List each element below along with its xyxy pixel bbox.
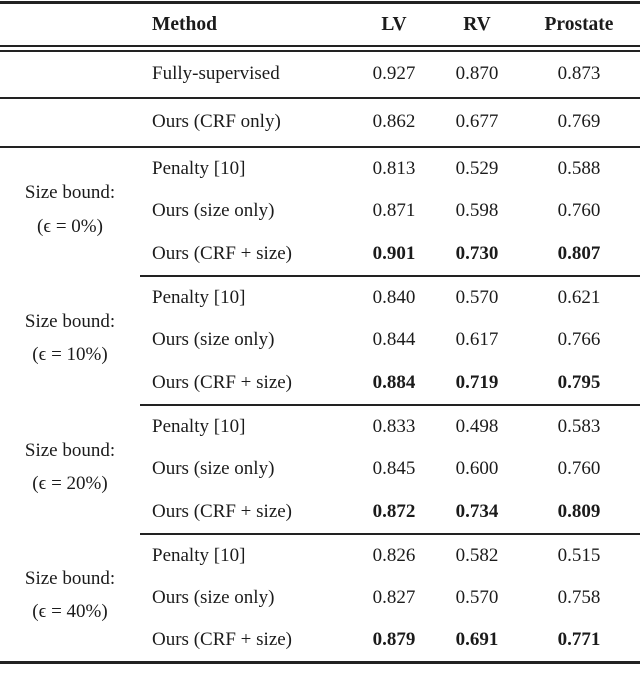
value-cell-prostate: 0.809 (518, 490, 640, 535)
table-row: Size bound: (ϵ = 20%) Penalty [10] 0.833… (0, 405, 640, 495)
value-cell-rv: 0.570 (455, 587, 499, 608)
method-cell: Fully-supervised (140, 48, 352, 99)
col-header-method: Method (140, 2, 352, 52)
method-cell: Penalty [10] (152, 544, 246, 566)
method-cell: Ours (size only) (152, 329, 275, 350)
table-row: Ours (size only) 0.827 0.570 0.758 (0, 577, 640, 620)
value-cell-prostate: 0.771 (557, 629, 601, 651)
table-row: Ours (size only) 0.871 0.598 0.760 (0, 190, 640, 233)
value-cell-lv: 0.879 (372, 629, 416, 651)
value-cell-rv: 0.730 (436, 232, 518, 277)
group-label-line2: (ϵ = 40%) (32, 601, 108, 623)
table-row-best: Ours (CRF + size) 0.884 0.719 0.795 (0, 361, 640, 406)
method-cell: Penalty [10] (152, 286, 246, 308)
method-cell: Penalty [10] (152, 415, 246, 437)
value-cell-lv: 0.844 (372, 329, 416, 350)
value-cell-prostate: 0.583 (557, 415, 601, 437)
section-size-bound-0: Size bound: (ϵ = 0%) Penalty [10] 0.813 … (0, 147, 640, 277)
group-label-line1: Size bound: (24, 182, 116, 204)
value-cell-rv: 0.734 (436, 490, 518, 535)
group-label-line2: (ϵ = 0%) (37, 215, 103, 237)
table-row-best: Ours (CRF + size) 0.901 0.730 0.807 (0, 232, 640, 277)
table-row-best: Ours (CRF + size) 0.872 0.734 0.809 (0, 490, 640, 535)
value-cell-prostate: 0.807 (518, 232, 640, 277)
value-cell-rv: 0.570 (455, 286, 499, 308)
method-cell: Ours (size only) (152, 587, 275, 608)
value-cell-rv: 0.498 (455, 415, 499, 437)
results-table: Method LV RV Prostate Fully-supervised 0… (0, 1, 640, 664)
group-label-line2: (ϵ = 20%) (32, 473, 108, 494)
group-label-line2: (ϵ = 10%) (32, 344, 108, 365)
value-cell-lv: 0.901 (352, 232, 436, 277)
header-row: Method LV RV Prostate (0, 2, 640, 52)
value-cell-rv: 0.617 (455, 329, 499, 350)
group-label-line1: Size bound: (24, 568, 116, 589)
method-cell: Ours (CRF + size) (140, 490, 352, 535)
value-cell-prostate: 0.795 (518, 361, 640, 406)
value-cell-lv: 0.826 (372, 544, 416, 566)
section-fully-supervised: Fully-supervised 0.927 0.870 0.873 (0, 48, 640, 99)
method-cell: Ours (CRF + size) (152, 629, 293, 651)
group-label: Size bound: (ϵ = 20%) (0, 405, 140, 534)
table-row: Size bound: (ϵ = 10%) Penalty [10] 0.840… (0, 276, 640, 366)
group-label-empty (0, 97, 140, 148)
group-label: Size bound: (ϵ = 0%) (0, 147, 140, 276)
value-cell-prostate: 0.515 (557, 544, 601, 566)
table-row: Ours (size only) 0.845 0.600 0.760 (0, 448, 640, 491)
value-cell-prostate: 0.769 (518, 97, 640, 148)
table-row: Size bound: (ϵ = 0%) Penalty [10] 0.813 … (0, 147, 640, 237)
value-cell-lv: 0.872 (352, 490, 436, 535)
group-label-line1: Size bound: (24, 310, 116, 332)
value-cell-lv: 0.871 (372, 200, 416, 221)
value-cell-lv: 0.927 (352, 48, 436, 99)
value-cell-prostate: 0.588 (557, 157, 601, 179)
value-cell-prostate: 0.766 (557, 329, 601, 350)
value-cell-rv: 0.598 (455, 200, 499, 221)
table-row-best: Ours (CRF + size) 0.879 0.691 0.771 (0, 620, 640, 663)
value-cell-rv: 0.719 (436, 361, 518, 406)
section-crf-only: Ours (CRF only) 0.862 0.677 0.769 (0, 97, 640, 148)
table-row: Ours (CRF only) 0.862 0.677 0.769 (0, 97, 640, 148)
method-cell: Ours (CRF + size) (140, 232, 352, 277)
group-label: Size bound: (ϵ = 10%) (0, 276, 140, 405)
value-cell-lv: 0.862 (352, 97, 436, 148)
section-size-bound-10: Size bound: (ϵ = 10%) Penalty [10] 0.840… (0, 276, 640, 406)
value-cell-prostate: 0.621 (557, 286, 601, 308)
method-cell: Ours (size only) (152, 458, 275, 479)
method-cell: Ours (CRF only) (140, 97, 352, 148)
method-cell: Penalty [10] (152, 157, 246, 179)
value-cell-rv: 0.529 (455, 157, 499, 179)
value-cell-rv: 0.870 (436, 48, 518, 99)
group-label-empty (0, 48, 140, 99)
value-cell-prostate: 0.760 (557, 458, 601, 479)
section-size-bound-40: Size bound: (ϵ = 40%) Penalty [10] 0.826… (0, 534, 640, 663)
section-size-bound-20: Size bound: (ϵ = 20%) Penalty [10] 0.833… (0, 405, 640, 535)
value-cell-lv: 0.840 (372, 286, 416, 308)
group-label: Size bound: (ϵ = 40%) (0, 534, 140, 663)
value-cell-lv: 0.833 (372, 415, 416, 437)
col-header-rv: RV (436, 2, 518, 52)
value-cell-lv: 0.845 (372, 458, 416, 479)
table-row: Fully-supervised 0.927 0.870 0.873 (0, 48, 640, 99)
method-cell: Ours (size only) (152, 200, 275, 221)
value-cell-rv: 0.582 (455, 544, 499, 566)
value-cell-rv: 0.600 (455, 458, 499, 479)
value-cell-lv: 0.813 (372, 157, 416, 179)
value-cell-rv: 0.677 (436, 97, 518, 148)
group-label-line1: Size bound: (24, 439, 116, 461)
col-header-lv: LV (352, 2, 436, 52)
method-cell: Ours (CRF + size) (140, 361, 352, 406)
value-cell-prostate: 0.758 (557, 587, 601, 608)
col-header-prostate: Prostate (518, 2, 640, 52)
table-row: Size bound: (ϵ = 40%) Penalty [10] 0.826… (0, 534, 640, 623)
table-row: Ours (size only) 0.844 0.617 0.766 (0, 319, 640, 362)
value-cell-prostate: 0.760 (557, 200, 601, 221)
col-header-group-spacer (0, 2, 140, 52)
value-cell-rv: 0.691 (455, 629, 499, 651)
value-cell-lv: 0.827 (372, 587, 416, 608)
value-cell-lv: 0.884 (352, 361, 436, 406)
value-cell-prostate: 0.873 (518, 48, 640, 99)
